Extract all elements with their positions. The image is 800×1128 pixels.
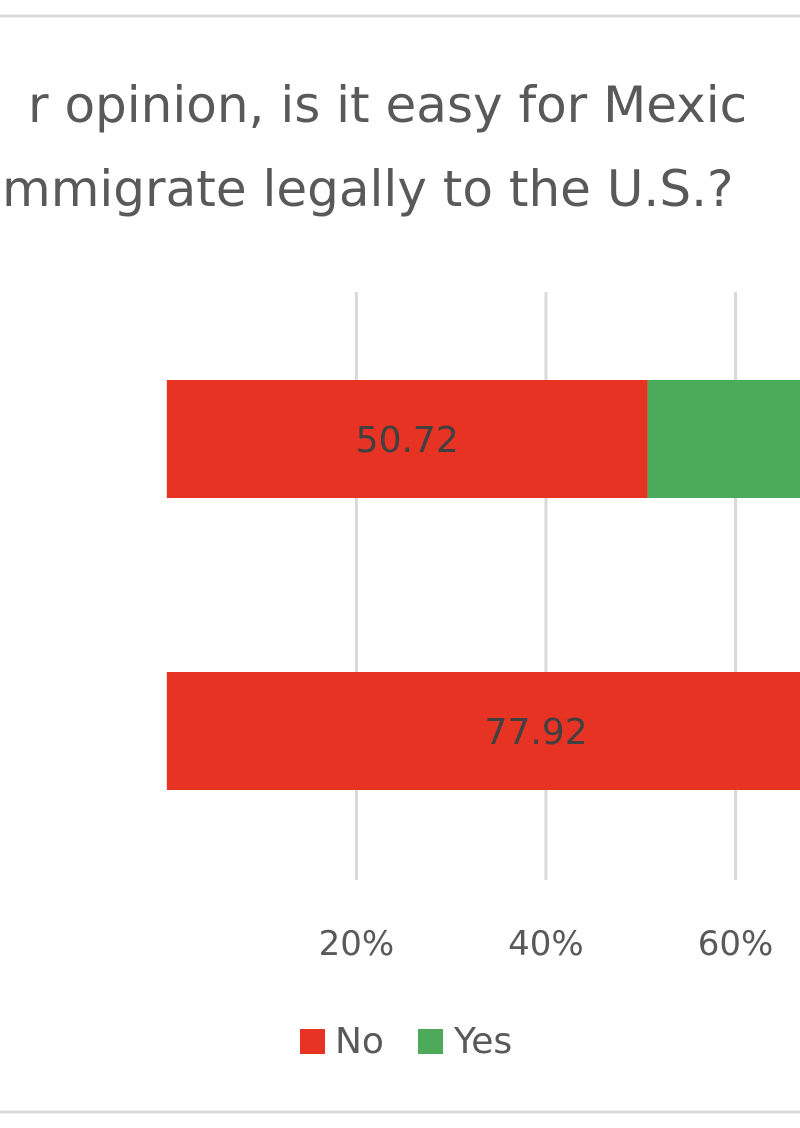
legend-label-yes: Yes xyxy=(453,1021,512,1062)
x-tick-label-20: 20% xyxy=(319,924,395,964)
bar-yes-row-1 xyxy=(647,380,800,498)
data-labels: 50.72 77.92 xyxy=(356,420,588,753)
bars xyxy=(166,380,800,790)
x-tick-label-40: 40% xyxy=(508,924,584,964)
legend-swatch-yes xyxy=(418,1029,443,1054)
data-label-row-2: 77.92 xyxy=(485,712,588,753)
chart-title-line-2: mmigrate legally to the U.S.? xyxy=(2,160,734,218)
legend-swatch-no xyxy=(300,1029,325,1054)
legend-label-no: No xyxy=(335,1021,384,1062)
x-tick-label-60: 60% xyxy=(698,924,774,964)
data-label-row-1: 50.72 xyxy=(356,420,459,461)
x-axis-tick-labels: 20% 40% 60% xyxy=(319,924,774,964)
legend: No Yes xyxy=(300,1021,512,1062)
bar-no-row-2 xyxy=(166,672,800,790)
bar-no-row-1 xyxy=(166,380,648,498)
chart-title-line-1: r opinion, is it easy for Mexic xyxy=(28,76,747,134)
